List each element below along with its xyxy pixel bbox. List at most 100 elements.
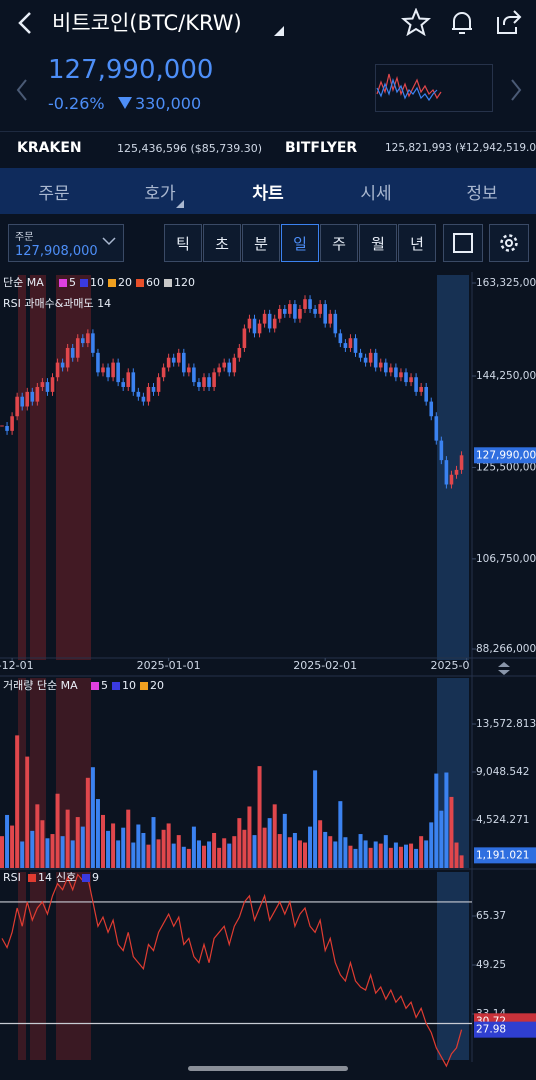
legend-period: 9 <box>92 871 99 884</box>
settings-button[interactable] <box>489 224 529 262</box>
volume-bar <box>343 837 348 868</box>
overbought-zone <box>30 872 46 1060</box>
candle <box>303 299 307 309</box>
volume-bar <box>444 772 449 868</box>
interval-button[interactable]: 주 <box>320 224 358 262</box>
volume-bar <box>388 847 393 868</box>
legend-period: 14 <box>38 871 52 884</box>
candle <box>121 382 125 387</box>
candle <box>131 372 136 392</box>
candle <box>252 318 257 334</box>
star-icon[interactable] <box>401 8 431 36</box>
volume-bar <box>292 832 297 868</box>
volume-bar <box>257 766 262 868</box>
interval-button[interactable]: 일 <box>281 224 319 262</box>
fullscreen-button[interactable] <box>443 224 483 262</box>
candle <box>30 391 35 402</box>
interval-label: 틱 <box>176 234 190 253</box>
volume-bar <box>0 836 4 868</box>
volume-bar <box>101 814 105 868</box>
volume-bar <box>404 844 408 868</box>
candle <box>111 362 115 378</box>
title[interactable]: 비트코인(BTC/KRW) <box>52 11 242 35</box>
volume-bar <box>252 835 257 868</box>
candle <box>116 362 120 383</box>
legend-swatch <box>136 279 144 287</box>
volume-bar <box>363 840 368 868</box>
volume-bar <box>20 841 25 868</box>
candle <box>424 386 428 402</box>
legend-label: 단순 MA <box>3 276 44 289</box>
candle <box>25 391 30 407</box>
volume-bar <box>277 834 282 868</box>
y-tick-label: 49.25 <box>476 959 506 971</box>
prev-arrow[interactable] <box>14 78 30 102</box>
candle <box>293 304 297 319</box>
tab[interactable]: 정보 <box>432 168 532 214</box>
interval-button[interactable]: 분 <box>242 224 280 262</box>
interval-button[interactable]: 월 <box>359 224 397 262</box>
candle <box>50 377 55 392</box>
volume-bar <box>90 767 95 868</box>
volume-bar <box>151 817 156 868</box>
candle <box>176 352 181 363</box>
x-tick-label: 2025-01-01 <box>137 659 201 672</box>
candle <box>389 367 393 373</box>
scale-down-icon[interactable] <box>498 670 510 675</box>
interval-button[interactable]: 초 <box>203 224 241 262</box>
candle <box>419 386 423 392</box>
candle <box>15 396 19 417</box>
tab[interactable]: 호가 <box>110 168 210 214</box>
overbought-zone <box>30 275 46 660</box>
candle <box>237 347 242 358</box>
square-icon <box>453 233 473 253</box>
volume-bar <box>393 842 398 868</box>
tab[interactable]: 시세 <box>326 168 426 214</box>
bell-icon[interactable] <box>447 7 477 37</box>
interval-button[interactable]: 틱 <box>164 224 202 262</box>
candle <box>20 396 24 407</box>
candle <box>35 386 40 402</box>
scale-up-icon[interactable] <box>498 662 510 667</box>
change-amount: 330,000 <box>135 94 202 113</box>
candle <box>141 396 146 402</box>
candle <box>217 367 221 373</box>
volume-bar <box>373 841 378 868</box>
legend-swatch <box>80 279 88 287</box>
y-tick-label: 4,524.271 <box>476 814 529 826</box>
candle <box>101 367 105 373</box>
tab[interactable]: 차트 <box>218 168 318 214</box>
candle <box>267 313 272 329</box>
share-icon[interactable] <box>494 7 524 37</box>
overbought-zone <box>56 872 91 1060</box>
volume-bar <box>303 842 307 868</box>
legend-period: 10 <box>122 679 136 692</box>
tab-label: 주문 <box>38 183 70 204</box>
tab-label: 시세 <box>360 183 392 204</box>
price-marker <box>474 847 536 864</box>
candle <box>434 416 439 441</box>
back-button[interactable] <box>14 10 38 36</box>
interval-label: 년 <box>410 234 424 253</box>
tab[interactable]: 주문 <box>4 168 104 214</box>
candle <box>313 308 317 314</box>
order-select[interactable] <box>8 224 124 262</box>
candle <box>328 313 333 324</box>
volume-bar <box>398 846 403 868</box>
interval-label: 일 <box>293 234 307 253</box>
volume-bar <box>60 836 65 868</box>
volume-bar <box>409 843 414 868</box>
price-marker-label: 127,990,000 <box>476 449 536 461</box>
candle <box>187 367 191 373</box>
volume-bar <box>313 770 318 868</box>
next-arrow[interactable] <box>508 78 524 102</box>
volume-bar <box>282 813 287 868</box>
interval-button[interactable]: 년 <box>398 224 436 262</box>
volume-bar <box>111 823 116 868</box>
volume-bar <box>196 840 201 868</box>
legend-period: 20 <box>118 276 132 289</box>
interval-label: 월 <box>371 234 385 253</box>
volume-bar <box>353 848 358 868</box>
volume-bar <box>202 845 206 868</box>
last-price: 127,990,000 <box>48 55 214 85</box>
